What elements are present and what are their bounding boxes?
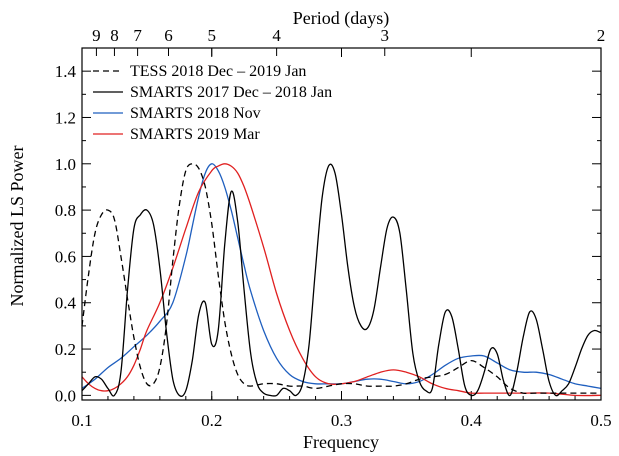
x-axis-title: Frequency: [303, 432, 379, 452]
y-tick-label: 0.2: [55, 340, 76, 359]
y-tick-label: 0.6: [55, 247, 76, 266]
y-axis-title: Normalized LS Power: [7, 146, 27, 307]
y-tick-label: 0.8: [55, 201, 76, 220]
y-tick-label: 1.4: [55, 62, 77, 81]
period-tick-label: 3: [381, 26, 390, 45]
y-tick-label: 1.0: [55, 155, 76, 174]
legend-label: SMARTS 2017 Dec – 2018 Jan: [130, 84, 332, 101]
series-layer: [81, 163, 602, 397]
series-line-2: [81, 163, 602, 390]
ticks-layer: 0.1 0.2 0.3 0.4 0.5 0.0 0.2 0.4 0.6 0.8 1.0 1.2 1.4 9…: [55, 26, 612, 430]
series-line-1: [81, 163, 602, 397]
series-line-3: [81, 163, 602, 397]
y-tick-label: 0.4: [55, 294, 77, 313]
period-tick-label: 2: [597, 26, 606, 45]
period-tick-label: 7: [133, 26, 142, 45]
series-line-0: [81, 163, 601, 395]
period-tick-label: 5: [208, 26, 217, 45]
x-tick-label: 0.1: [71, 411, 92, 430]
x-tick-label: 0.5: [590, 411, 611, 430]
legend-label: TESS 2018 Dec – 2019 Jan: [130, 63, 306, 80]
legend: TESS 2018 Dec – 2019 Jan SMARTS 2017 Dec …: [93, 63, 332, 143]
legend-label: SMARTS 2018 Nov: [130, 105, 261, 122]
top-axis-title: Period (days): [293, 8, 389, 29]
plot-frame: [81, 47, 602, 401]
y-tick-label: 1.2: [55, 108, 76, 127]
period-tick-label: 8: [110, 26, 119, 45]
x-tick-label: 0.3: [331, 411, 352, 430]
y-tick-label: 0.0: [55, 386, 76, 405]
x-tick-label: 0.2: [201, 411, 222, 430]
x-tick-label: 0.4: [461, 411, 483, 430]
period-tick-label: 6: [164, 26, 173, 45]
period-tick-label: 4: [272, 26, 281, 45]
legend-label: SMARTS 2019 Mar: [130, 126, 260, 143]
period-tick-label: 9: [92, 26, 101, 45]
